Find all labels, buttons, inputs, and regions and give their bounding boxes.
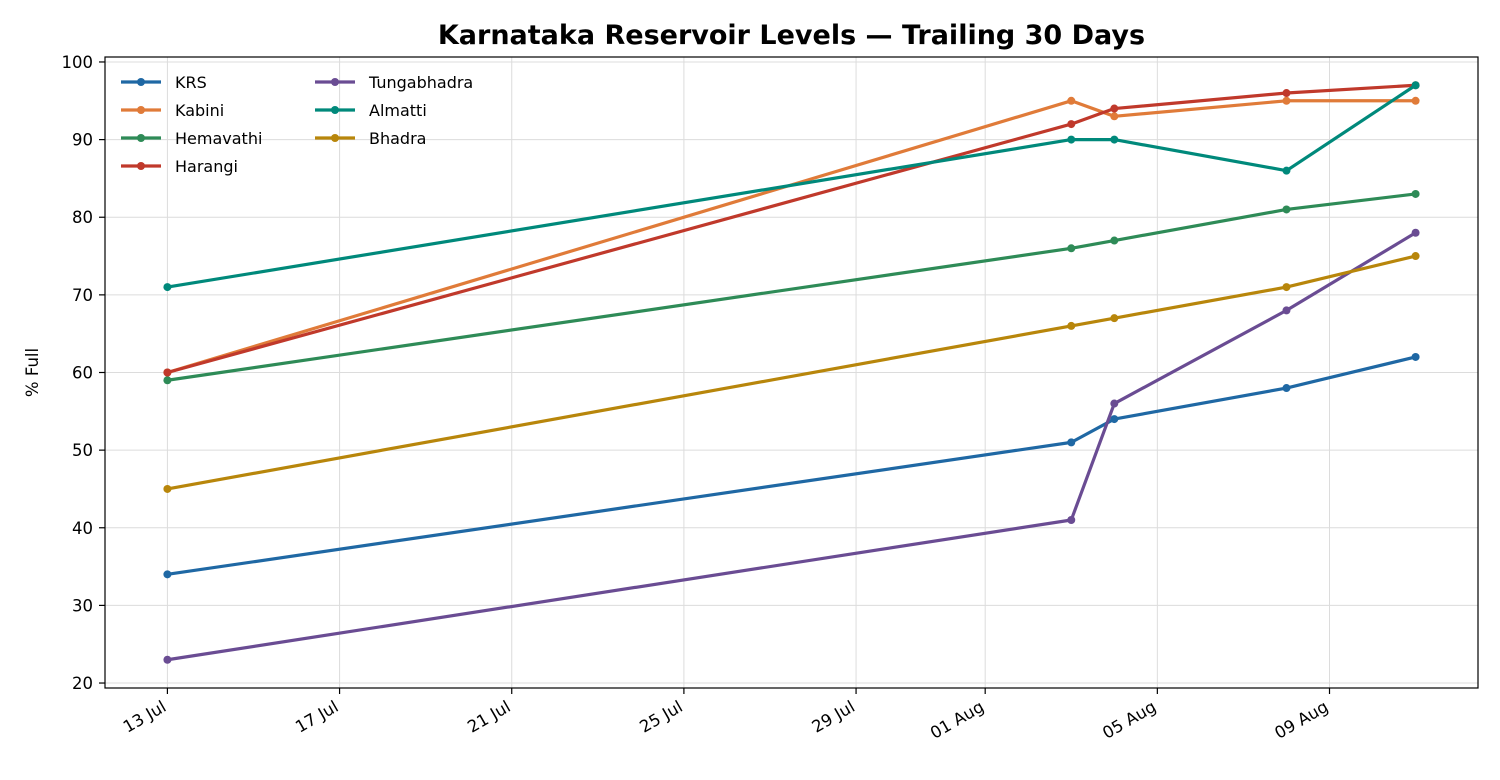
y-tick-label: 30: [72, 596, 93, 615]
series-krs: [163, 352, 1420, 579]
data-point: [1067, 120, 1076, 129]
legend-item: Hemavathi: [121, 129, 262, 148]
data-point: [163, 655, 172, 664]
y-tick-label: 20: [72, 674, 93, 693]
legend-marker: [331, 78, 339, 86]
data-point: [1110, 236, 1119, 245]
x-tick-label: 17 Jul: [292, 697, 341, 737]
x-tick-label: 21 Jul: [464, 697, 513, 737]
legend-item: Tungabhadra: [315, 73, 473, 92]
y-tick-label: 80: [72, 208, 93, 227]
data-point: [1067, 516, 1076, 525]
data-point: [163, 376, 172, 385]
series-tungabhadra: [163, 228, 1420, 664]
grid: [105, 57, 1478, 688]
data-point: [1282, 89, 1291, 98]
legend-item: Almatti: [315, 101, 427, 120]
x-tick-label: 05 Aug: [1099, 697, 1159, 743]
data-point: [163, 368, 172, 377]
data-point: [163, 570, 172, 579]
legend-marker: [137, 162, 145, 170]
data-point: [1110, 104, 1119, 113]
legend-marker: [331, 106, 339, 114]
data-point: [1282, 166, 1291, 175]
data-point: [1411, 252, 1420, 261]
legend-item: Harangi: [121, 157, 238, 176]
series-line: [165, 192, 1418, 382]
legend-marker: [137, 134, 145, 142]
legend-label: Almatti: [369, 101, 427, 120]
series-harangi: [163, 81, 1420, 377]
data-point: [1282, 306, 1291, 315]
series-line: [165, 83, 1418, 375]
data-point: [1110, 415, 1119, 424]
x-tick-label: 01 Aug: [927, 697, 987, 743]
data-point: [1067, 244, 1076, 253]
data-point: [1067, 135, 1076, 144]
data-point: [1110, 314, 1119, 323]
data-point: [1411, 228, 1420, 237]
data-point: [1110, 135, 1119, 144]
legend-marker: [331, 134, 339, 142]
x-tick-label: 13 Jul: [120, 697, 169, 737]
legend-label: Tungabhadra: [368, 73, 473, 92]
data-point: [1067, 321, 1076, 330]
legend-marker: [137, 78, 145, 86]
series-line: [165, 355, 1418, 576]
data-point: [1067, 96, 1076, 105]
data-point: [163, 283, 172, 292]
axis-ticks: 20 30 40 50 60 70 80 90 100 13 Jul 17 Jul 21 Jul 25 …: [62, 53, 1332, 743]
chart-title: Karnataka Reservoir Levels — Trailing 30…: [438, 20, 1145, 51]
x-tick-label: 25 Jul: [636, 697, 685, 737]
data-point: [1282, 96, 1291, 105]
data-point: [1282, 283, 1291, 292]
data-point: [1411, 81, 1420, 90]
series-hemavathi: [163, 189, 1420, 385]
data-point: [1411, 189, 1420, 198]
y-tick-label: 90: [72, 131, 93, 150]
y-axis-label: % Full: [23, 348, 42, 397]
y-tick-label: 50: [72, 441, 93, 460]
data-point: [163, 484, 172, 493]
legend: KRS Kabini Hemavathi Harangi Tungabhadra Alma…: [121, 73, 473, 176]
data-point: [1411, 96, 1420, 105]
y-tick-label: 70: [72, 286, 93, 305]
x-tick-label: 09 Aug: [1271, 697, 1331, 743]
y-tick-label: 100: [62, 53, 94, 72]
data-point: [1110, 399, 1119, 408]
data-point: [1411, 352, 1420, 361]
legend-label: Bhadra: [369, 129, 426, 148]
legend-label: Hemavathi: [175, 129, 262, 148]
x-tick-label: 29 Jul: [809, 697, 858, 737]
legend-marker: [137, 106, 145, 114]
series-lines: [163, 81, 1420, 664]
series-line: [165, 99, 1418, 375]
data-point: [1282, 384, 1291, 393]
series-almatti: [163, 81, 1420, 292]
y-tick-label: 60: [72, 364, 93, 383]
legend-item: Kabini: [121, 101, 224, 120]
y-tick-label: 40: [72, 519, 93, 538]
data-point: [1110, 112, 1119, 121]
legend-item: Bhadra: [315, 129, 426, 148]
legend-label: Harangi: [175, 157, 238, 176]
legend-label: KRS: [175, 73, 207, 92]
series-line: [165, 83, 1418, 289]
legend-label: Kabini: [175, 101, 224, 120]
series-bhadra: [163, 252, 1420, 493]
data-point: [1067, 438, 1076, 447]
data-point: [1282, 205, 1291, 214]
legend-item: KRS: [121, 73, 207, 92]
